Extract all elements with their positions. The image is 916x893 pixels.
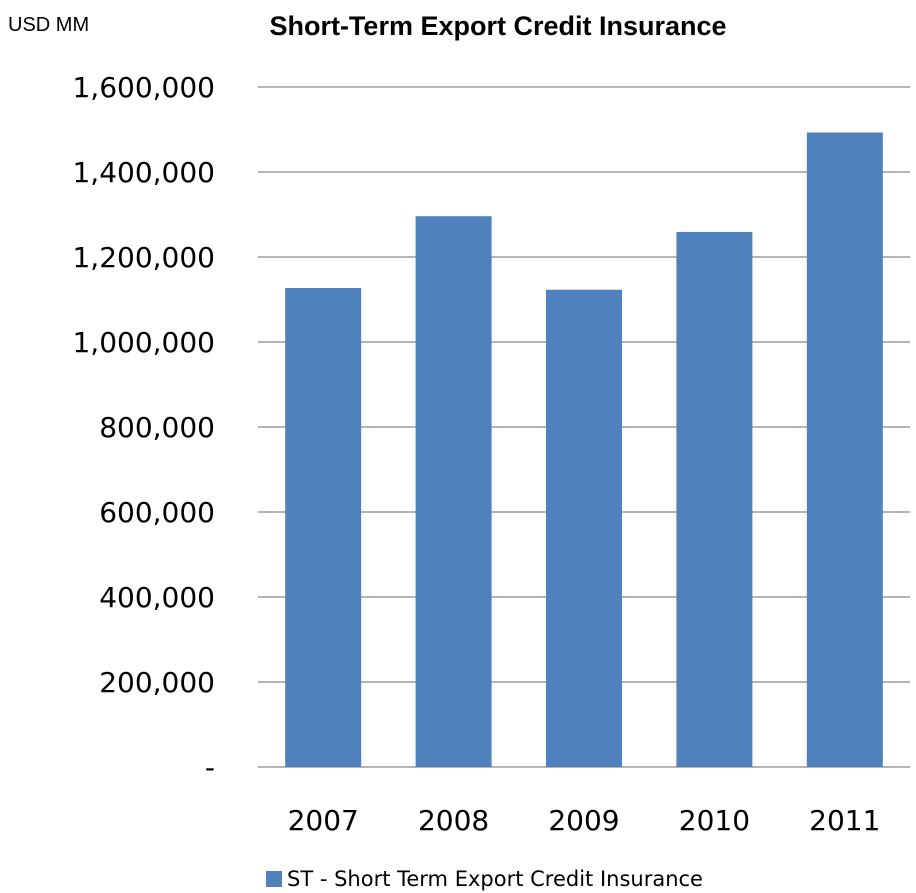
bars — [285, 132, 883, 768]
unit-label: USD MM — [8, 14, 89, 36]
y-tick-label: 200,000 — [99, 666, 215, 699]
y-tick-label: 1,200,000 — [72, 241, 215, 274]
x-tick-label: 2011 — [809, 804, 880, 837]
x-tick-label: 2008 — [418, 804, 489, 837]
x-axis-tick-labels: 2007 2008 2009 2010 2011 — [288, 804, 881, 837]
y-tick-label: 800,000 — [99, 411, 215, 444]
legend: ST - Short Term Export Credit Insurance — [266, 867, 703, 891]
chart-title: Short-Term Export Credit Insurance — [269, 11, 726, 41]
x-tick-label: 2007 — [288, 804, 359, 837]
legend-swatch — [266, 871, 282, 887]
x-tick-label: 2009 — [548, 804, 619, 837]
bar-2009 — [546, 289, 622, 767]
bar-2008 — [415, 216, 492, 767]
y-tick-label: 400,000 — [99, 581, 215, 614]
legend-label: ST - Short Term Export Credit Insurance — [287, 867, 703, 891]
y-tick-label: 1,000,000 — [72, 326, 215, 359]
bar-2007 — [285, 288, 362, 767]
y-tick-label: - — [205, 751, 215, 784]
bar-2011 — [806, 132, 883, 768]
y-tick-label: 1,600,000 — [72, 71, 215, 104]
bar-2010 — [676, 231, 753, 768]
y-tick-label: 600,000 — [99, 496, 215, 529]
x-tick-label: 2010 — [679, 804, 750, 837]
y-tick-label: 1,400,000 — [72, 156, 215, 189]
y-axis-tick-labels: - 200,000 400,000 600,000 800,000 1,000,000 1,… — [72, 71, 215, 784]
